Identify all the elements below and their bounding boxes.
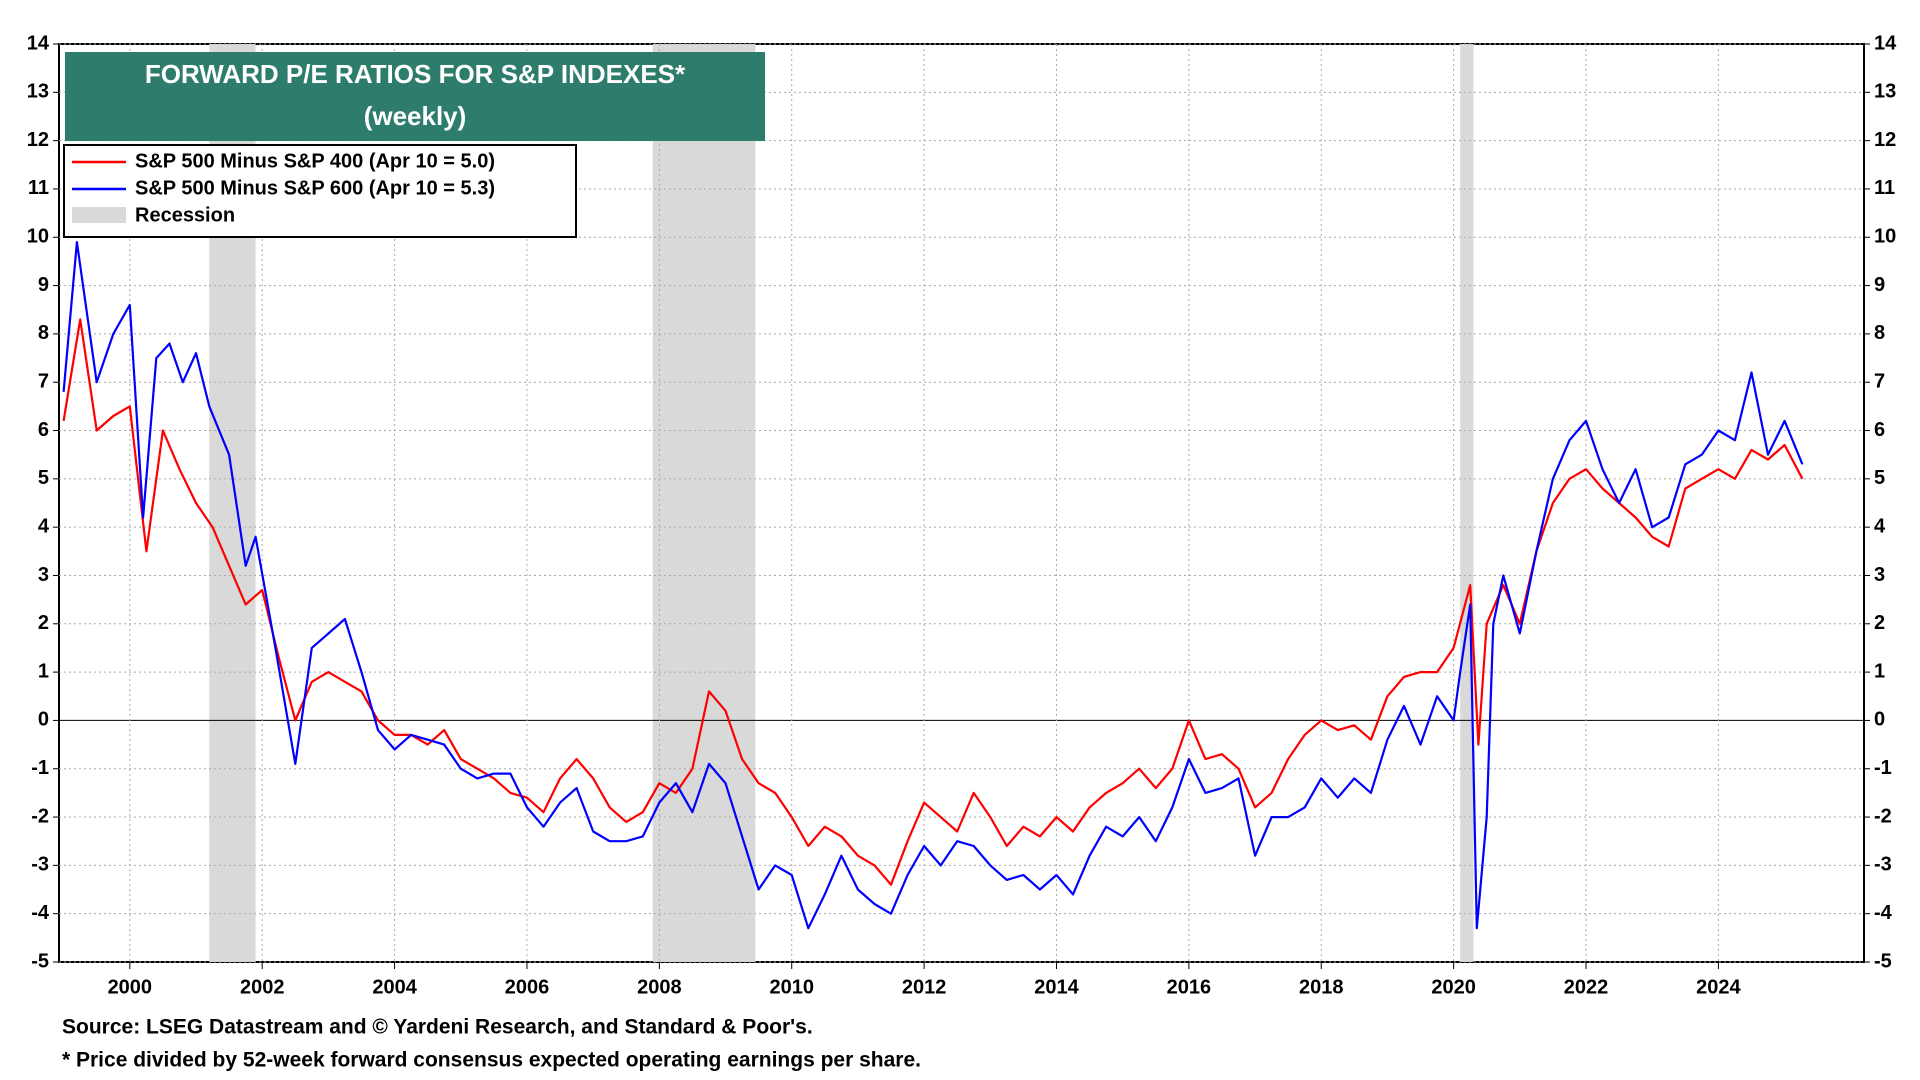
x-tick-label: 2022 xyxy=(1564,976,1609,998)
y-tick-label: 11 xyxy=(28,177,49,199)
y2-tick-label: 11 xyxy=(1874,177,1895,199)
plot-frame xyxy=(58,43,1865,963)
y2-tick-label: 14 xyxy=(1874,32,1897,54)
y-tick-label: -3 xyxy=(31,854,49,876)
title-banner xyxy=(65,52,765,141)
y2-tick-label: 1 xyxy=(1874,660,1885,682)
x-tick-label: 2008 xyxy=(637,976,682,998)
recession-band xyxy=(652,44,756,962)
y-tick-label: 13 xyxy=(27,81,49,103)
y2-tick-label: -3 xyxy=(1874,854,1892,876)
series-line xyxy=(62,318,1804,886)
x-tick-label: 2006 xyxy=(505,976,550,998)
x-tick-label: 2010 xyxy=(769,976,814,998)
y-tick-label: -5 xyxy=(31,950,49,972)
x-tick-label: 2016 xyxy=(1167,976,1212,998)
y2-tick-label: -2 xyxy=(1874,805,1892,827)
y2-tick-label: 7 xyxy=(1874,370,1885,392)
x-tick-label: 2014 xyxy=(1034,976,1079,998)
y-tick-label: 8 xyxy=(38,322,49,344)
footnote: * Price divided by 52-week forward conse… xyxy=(62,1049,921,1072)
y-tick-label: 12 xyxy=(27,129,49,151)
y2-tick-label: 13 xyxy=(1874,81,1896,103)
y-tick-label: 14 xyxy=(27,32,50,54)
y-tick-label: 0 xyxy=(38,709,49,731)
y-tick-label: 6 xyxy=(38,419,49,441)
y-tick-label: 1 xyxy=(38,660,49,682)
y-tick-label: -1 xyxy=(31,757,49,779)
x-tick-label: 2018 xyxy=(1299,976,1344,998)
chart-subtitle: (weekly) xyxy=(364,101,467,131)
y2-tick-label: 3 xyxy=(1874,564,1885,586)
y-tick-label: 9 xyxy=(38,274,49,296)
x-tick-label: 2020 xyxy=(1431,976,1476,998)
recession-band xyxy=(1460,44,1474,962)
legend-swatch xyxy=(72,207,126,223)
y2-tick-label: 0 xyxy=(1874,709,1885,731)
y-tick-label: 4 xyxy=(38,515,50,537)
y-tick-label: 3 xyxy=(38,564,49,586)
y-tick-label: 5 xyxy=(38,467,49,489)
source-note: Source: LSEG Datastream and © Yardeni Re… xyxy=(62,1016,813,1039)
y2-tick-label: -4 xyxy=(1874,902,1893,924)
y-tick-label: 2 xyxy=(38,612,49,634)
y2-tick-label: 5 xyxy=(1874,467,1885,489)
x-tick-label: 2024 xyxy=(1696,976,1741,998)
y-tick-label: -4 xyxy=(31,902,50,924)
legend-label: S&P 500 Minus S&P 600 (Apr 10 = 5.3) xyxy=(135,177,495,199)
y2-tick-label: -5 xyxy=(1874,950,1892,972)
y2-tick-label: 9 xyxy=(1874,274,1885,296)
legend-box xyxy=(63,144,577,238)
y-tick-label: 10 xyxy=(27,226,49,248)
x-tick-label: 2000 xyxy=(108,976,153,998)
x-tick-label: 2004 xyxy=(372,976,417,998)
y-tick-label: -2 xyxy=(31,805,49,827)
series-line xyxy=(62,241,1804,930)
y2-tick-label: 10 xyxy=(1874,226,1896,248)
chart-title: FORWARD P/E RATIOS FOR S&P INDEXES* xyxy=(145,59,686,89)
y2-tick-label: 6 xyxy=(1874,419,1885,441)
y-tick-label: 7 xyxy=(38,370,49,392)
x-tick-label: 2012 xyxy=(902,976,947,998)
y2-tick-label: 2 xyxy=(1874,612,1885,634)
y2-tick-label: 8 xyxy=(1874,322,1885,344)
y2-tick-label: 4 xyxy=(1874,515,1886,537)
y2-tick-label: -1 xyxy=(1874,757,1892,779)
y2-tick-label: 12 xyxy=(1874,129,1896,151)
legend-label: S&P 500 Minus S&P 400 (Apr 10 = 5.0) xyxy=(135,150,495,172)
legend-label: Recession xyxy=(135,204,235,226)
x-tick-label: 2002 xyxy=(240,976,285,998)
